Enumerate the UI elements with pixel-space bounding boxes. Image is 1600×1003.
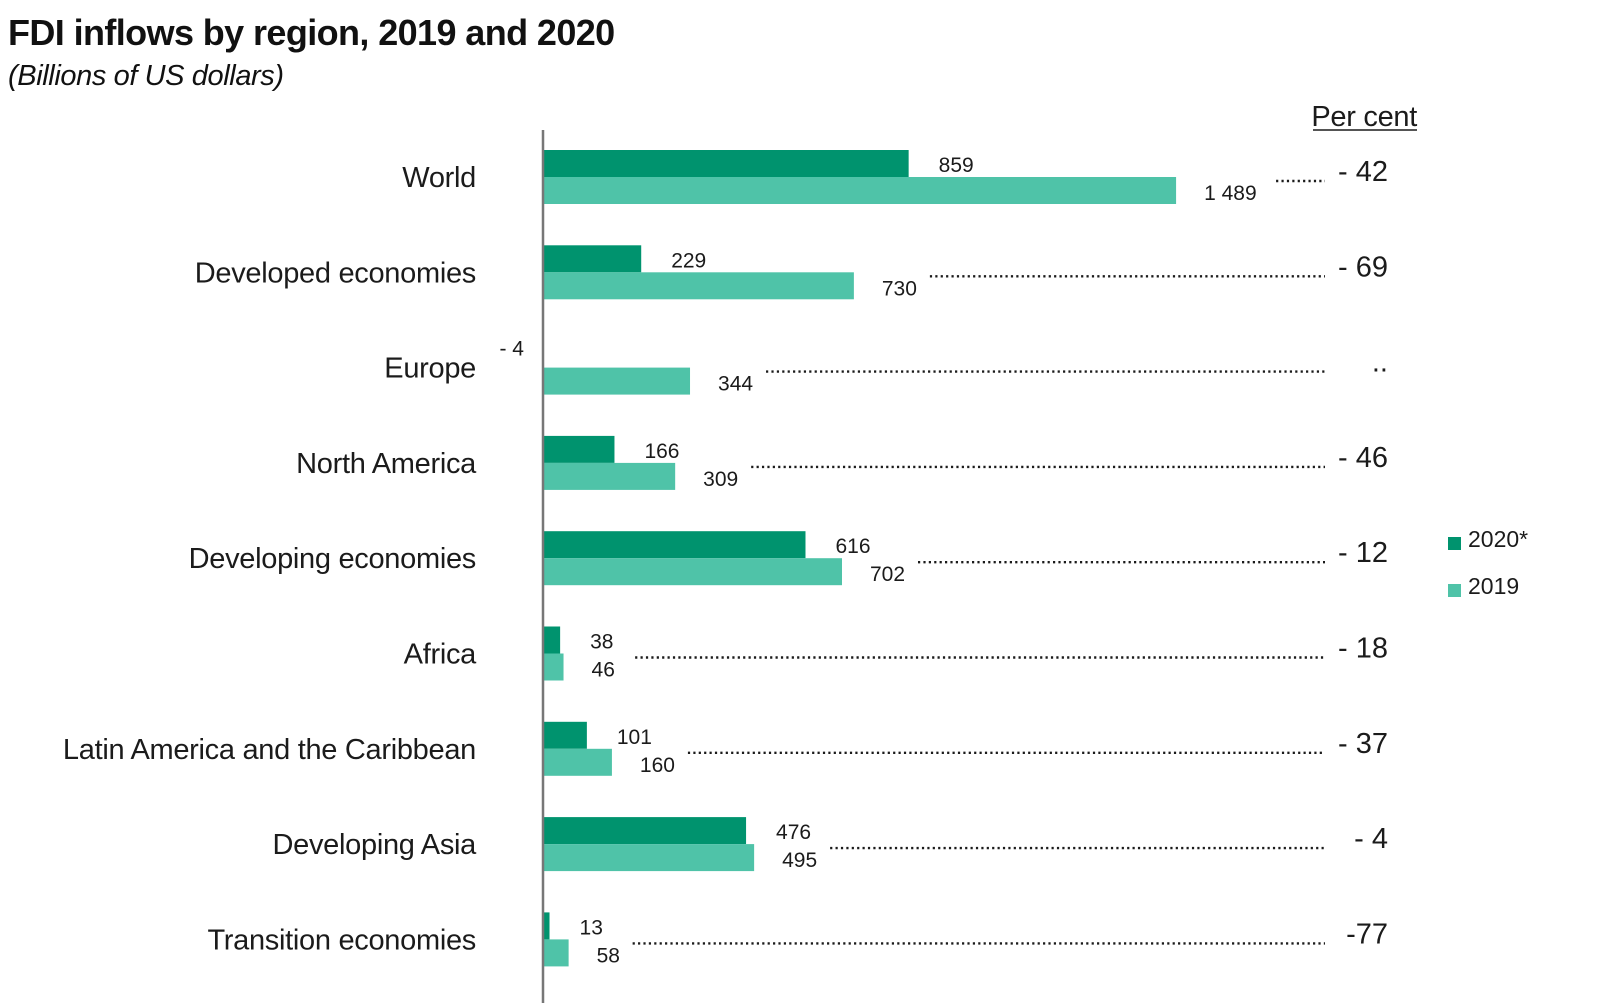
percent-change-latin-america-and-the-caribbean: - 37: [1338, 728, 1388, 760]
category-label-developing-economies: Developing economies: [189, 543, 476, 575]
bar-2020-transition-economies: [544, 912, 550, 940]
bar-2020-developing-economies: [544, 531, 806, 559]
bar-2020-developing-asia: [544, 817, 747, 845]
value-label-2019-developing-economies: 702: [870, 563, 905, 586]
bar-2020-latin-america-and-the-caribbean: [544, 721, 587, 749]
category-label-north-america: North America: [296, 448, 477, 480]
value-label-2019-europe: 344: [718, 373, 753, 396]
percent-change-north-america: - 46: [1338, 442, 1388, 474]
value-label-2019-developing-asia: 495: [782, 849, 817, 872]
bar-2020-africa: [544, 626, 561, 654]
percent-change-europe: ..: [1372, 347, 1388, 379]
bar-2019-europe: [544, 367, 691, 395]
value-label-2020-developing-economies: 616: [835, 535, 870, 558]
value-label-2019-transition-economies: 58: [597, 944, 620, 967]
percent-change-developing-economies: - 12: [1338, 537, 1388, 569]
bar-2019-developing-economies: [544, 558, 842, 586]
value-label-2019-world: 1 489: [1204, 182, 1257, 205]
value-label-2020-world: 859: [939, 154, 974, 177]
legend-label-2020: 2020*: [1468, 526, 1528, 552]
percent-header: Per cent: [1311, 101, 1417, 133]
legend-swatch-2020: [1448, 537, 1461, 550]
bar-2020-developed-economies: [544, 245, 642, 273]
value-label-2020-latin-america-and-the-caribbean: 101: [617, 726, 652, 749]
bar-2019-latin-america-and-the-caribbean: [544, 748, 612, 776]
percent-change-developing-asia: - 4: [1354, 823, 1388, 855]
category-label-europe: Europe: [384, 353, 476, 385]
value-label-2019-north-america: 309: [703, 468, 738, 491]
category-label-africa: Africa: [404, 639, 478, 671]
category-label-world: World: [402, 162, 476, 194]
bar-2019-world: [544, 177, 1177, 204]
bar-2020-north-america: [544, 435, 615, 463]
value-label-2020-developing-asia: 476: [776, 821, 811, 844]
category-label-developed-economies: Developed economies: [195, 257, 476, 289]
value-label-2019-latin-america-and-the-caribbean: 160: [640, 754, 675, 777]
value-label-2019-developed-economies: 730: [882, 277, 917, 300]
value-label-2020-transition-economies: 13: [580, 916, 603, 939]
bar-2019-north-america: [544, 462, 676, 490]
bar-2019-transition-economies: [544, 939, 569, 967]
value-label-2020-developed-economies: 229: [671, 249, 706, 272]
bar-2019-africa: [544, 653, 564, 681]
chart-subtitle: (Billions of US dollars): [8, 60, 284, 92]
bar-2020-world: [544, 150, 909, 177]
value-label-2020-europe: - 4: [499, 338, 524, 361]
legend-swatch-2019: [1448, 584, 1461, 597]
category-label-transition-economies: Transition economies: [207, 924, 476, 956]
value-label-2020-africa: 38: [590, 631, 613, 654]
category-label-latin-america-and-the-caribbean: Latin America and the Caribbean: [63, 734, 476, 766]
percent-change-africa: - 18: [1338, 633, 1388, 665]
percent-change-world: - 42: [1338, 156, 1388, 188]
value-label-2020-north-america: 166: [644, 440, 679, 463]
bar-2019-developing-asia: [544, 844, 755, 872]
legend-label-2019: 2019: [1468, 573, 1519, 599]
value-label-2019-africa: 46: [592, 659, 615, 682]
chart-title: FDI inflows by region, 2019 and 2020: [8, 12, 615, 53]
bar-2019-developed-economies: [544, 272, 854, 300]
category-label-developing-asia: Developing Asia: [273, 829, 478, 861]
percent-change-transition-economies: -77: [1346, 918, 1388, 950]
percent-change-developed-economies: - 69: [1338, 251, 1388, 283]
